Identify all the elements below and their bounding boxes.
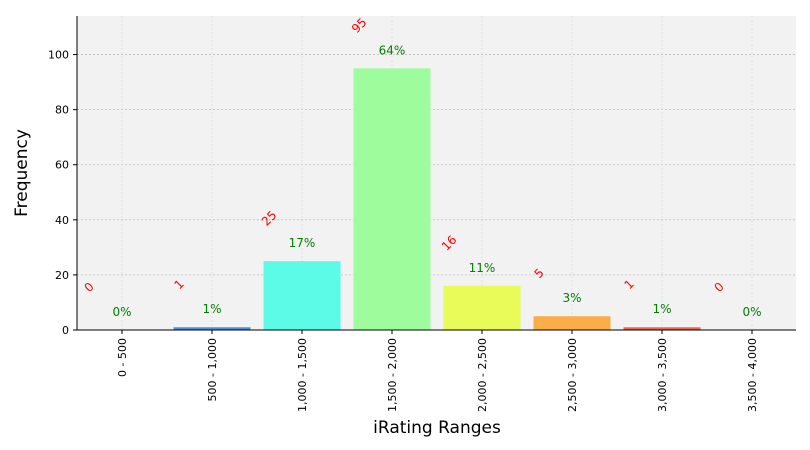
percent-label: 3%	[562, 291, 581, 305]
y-tick-label: 20	[55, 269, 69, 282]
bar	[443, 285, 521, 330]
percent-label: 64%	[379, 43, 406, 57]
percent-label: 17%	[289, 236, 316, 250]
bars	[173, 68, 701, 330]
y-tick-label: 100	[48, 49, 69, 62]
percent-label: 0%	[742, 305, 761, 319]
bar	[533, 316, 611, 330]
x-tick-label: 3,500 - 4,000	[746, 338, 759, 412]
y-ticks: 0 20 40 60 80 100	[48, 49, 77, 337]
x-tick-label: 0 - 500	[116, 338, 129, 377]
x-tick-label: 1,500 - 2,000	[386, 338, 399, 412]
y-tick-label: 40	[55, 214, 69, 227]
percent-label: 0%	[112, 305, 131, 319]
percent-label: 1%	[202, 302, 221, 316]
percent-label: 11%	[469, 261, 496, 275]
x-tick-label: 2,500 - 3,000	[566, 338, 579, 412]
y-axis-title: Frequency	[12, 129, 32, 217]
x-axis-title: iRating Ranges	[373, 418, 501, 438]
bar	[353, 68, 431, 330]
y-tick-label: 60	[55, 159, 69, 172]
plot-background	[77, 16, 796, 330]
bar	[173, 327, 251, 330]
x-tick-label: 500 - 1,000	[206, 338, 219, 401]
x-ticks: 0 - 500 500 - 1,000 1,000 - 1,500 1,500 - 2…	[116, 330, 759, 412]
y-tick-label: 80	[55, 104, 69, 117]
x-tick-label: 3,000 - 3,500	[656, 338, 669, 412]
y-tick-label: 0	[62, 324, 69, 337]
bar	[263, 261, 341, 330]
x-tick-label: 1,000 - 1,500	[296, 338, 309, 412]
x-tick-label: 2,000 - 2,500	[476, 338, 489, 412]
bar	[623, 327, 701, 330]
percent-label: 1%	[652, 302, 671, 316]
